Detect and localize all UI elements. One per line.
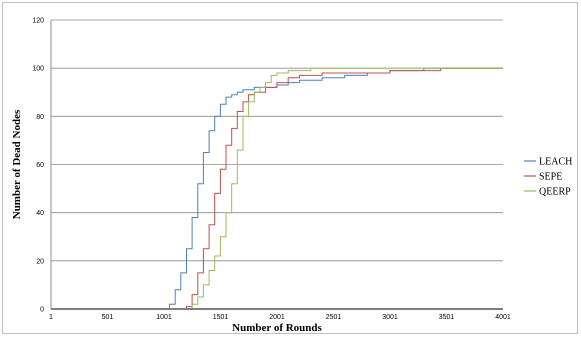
x-axis-title: Number of Rounds — [232, 322, 322, 334]
x-tick-label-1: 1 — [49, 314, 53, 321]
x-tick-label-3501: 3501 — [439, 314, 455, 321]
series-line-sepe — [51, 67, 503, 310]
y-tick-label-60: 60 — [36, 162, 44, 169]
x-tick-label-1501: 1501 — [213, 314, 229, 321]
x-tick-label-3001: 3001 — [382, 314, 398, 321]
y-tick-label-20: 20 — [36, 258, 44, 265]
y-tick-label-100: 100 — [32, 66, 44, 73]
legend-label-leach: LEACH — [539, 157, 572, 168]
legend-label-qeerp: QEERP — [539, 187, 571, 198]
y-tick-label-0: 0 — [40, 307, 44, 314]
y-tick-label-80: 80 — [36, 114, 44, 121]
y-tick-label-40: 40 — [36, 210, 44, 217]
legend-label-sepe: SEPE — [539, 172, 562, 183]
x-tick-label-501: 501 — [102, 314, 114, 321]
y-axis-title: Number of Dead Nodes — [11, 109, 23, 219]
chart-frame — [2, 2, 578, 334]
series-line-qeerp — [51, 67, 503, 310]
series-line-leach — [51, 67, 503, 310]
x-tick-label-4001: 4001 — [495, 314, 511, 321]
x-tick-label-2001: 2001 — [269, 314, 285, 321]
y-tick-label-120: 120 — [32, 18, 44, 25]
x-tick-label-2501: 2501 — [326, 314, 342, 321]
x-tick-label-1001: 1001 — [156, 314, 172, 321]
